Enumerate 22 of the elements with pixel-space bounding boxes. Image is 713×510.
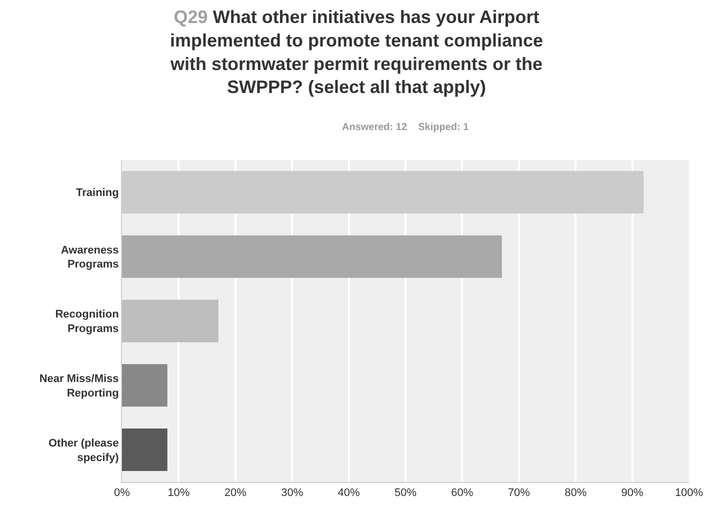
y-tick-label: Other (please specify) [48, 438, 120, 464]
x-tick-label: 40% [338, 487, 360, 500]
y-tick-label: Awareness Programs [60, 244, 119, 271]
x-tick-label: 10% [168, 487, 190, 500]
x-tick-label: 60% [451, 487, 474, 500]
y-tick-label: Recognition Programs [55, 308, 120, 335]
x-tick-label: 0% [114, 487, 130, 500]
chart-subtitle: Answered: 12 Skipped: 1 [342, 122, 470, 133]
x-tick-label: 70% [508, 487, 530, 500]
chart-title: Q29 What other initiatives has your Airport implemented to promote tenant compliance with stormwater permit requirements or the SWPPP? (select all that apply) [169, 6, 544, 98]
y-tick-label: Near Miss/Miss Reporting [39, 373, 119, 400]
x-tick-label: 20% [224, 487, 247, 500]
x-tick-label: 30% [281, 487, 304, 500]
bar [122, 235, 502, 278]
y-tick-label: Training [76, 187, 119, 200]
bar [122, 428, 168, 472]
x-tick-label: 90% [621, 487, 644, 500]
x-tick-label: 80% [564, 487, 587, 500]
x-tick-label: 50% [394, 487, 417, 500]
bar [122, 364, 168, 407]
x-tick-label: 100% [674, 487, 704, 500]
bar [122, 300, 218, 342]
